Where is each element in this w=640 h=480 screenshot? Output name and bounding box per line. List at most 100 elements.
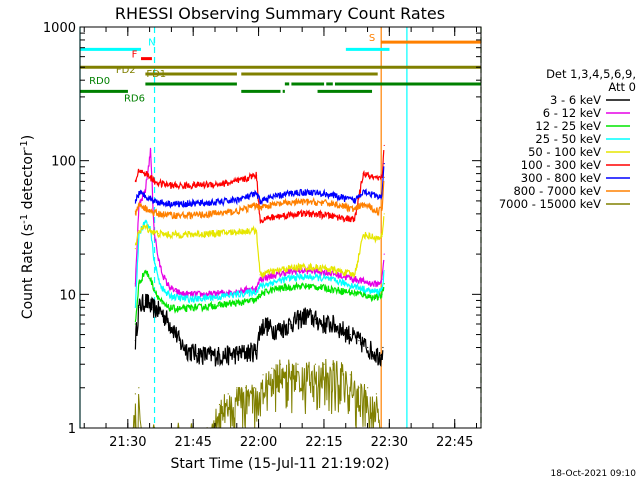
data-point	[319, 267, 321, 269]
data-point	[192, 202, 194, 204]
data-point	[144, 226, 146, 228]
data-point	[381, 288, 383, 290]
data-point	[345, 276, 347, 278]
data-point	[353, 209, 356, 211]
legend-entry-100-300-kev: 100 - 300 keV	[521, 158, 630, 172]
flag-label: RD6	[124, 93, 145, 104]
flag-label: RD0	[89, 76, 110, 87]
data-point	[134, 283, 136, 285]
data-point	[192, 233, 194, 235]
data-point	[201, 184, 203, 186]
data-point	[362, 173, 364, 175]
data-point	[371, 283, 373, 285]
data-point	[138, 205, 140, 207]
data-point	[210, 202, 212, 204]
data-point	[266, 276, 269, 278]
data-point	[245, 208, 247, 210]
data-point	[245, 230, 247, 232]
data-point	[288, 363, 290, 365]
data-point	[275, 216, 277, 218]
data-point	[362, 293, 364, 295]
data-point	[310, 201, 312, 203]
flag-rd0: RD0	[89, 76, 481, 87]
data-point	[134, 200, 136, 202]
data-point	[259, 274, 261, 276]
data-point	[144, 299, 146, 302]
data-point	[264, 323, 266, 325]
data-point	[157, 259, 160, 261]
data-point	[353, 278, 356, 280]
data-point	[284, 287, 286, 289]
data-point	[150, 176, 152, 178]
data-point	[134, 213, 136, 215]
data-point	[266, 272, 269, 274]
data-point	[380, 354, 382, 356]
data-point	[166, 202, 168, 204]
data-point	[255, 288, 258, 290]
data-point	[166, 306, 168, 308]
data-point	[279, 328, 282, 330]
data-point	[259, 200, 261, 202]
data-point	[353, 200, 356, 202]
x-tick-label: 21:30	[109, 435, 146, 450]
data-point	[227, 200, 229, 202]
data-point	[358, 340, 360, 342]
data-point	[271, 367, 273, 369]
data-point	[201, 233, 203, 235]
data-point	[144, 189, 146, 191]
data-point	[383, 213, 385, 215]
series-6-12-kev	[134, 147, 385, 300]
legend-entry-7000-15000-kev: 7000 - 15000 keV	[499, 197, 630, 211]
data-point	[340, 363, 343, 365]
data-point	[381, 207, 383, 209]
data-point	[310, 266, 312, 268]
x-tick-label: 22:45	[436, 435, 473, 450]
legend-entry-25-50-kev: 25 - 50 keV	[535, 132, 630, 146]
data-point	[297, 266, 299, 268]
data-point	[236, 293, 238, 295]
data-point	[266, 198, 269, 200]
data-point	[162, 288, 164, 290]
data-point	[327, 272, 330, 274]
data-point	[255, 349, 258, 352]
data-point	[327, 202, 330, 204]
data-point	[245, 196, 247, 199]
data-point	[157, 213, 160, 215]
data-point	[157, 232, 160, 235]
data-point	[345, 272, 347, 274]
data-point	[144, 194, 146, 196]
data-point	[192, 214, 194, 216]
data-point	[297, 191, 299, 193]
flag-label: S	[369, 33, 375, 44]
data-point	[259, 285, 261, 287]
data-point	[175, 233, 177, 236]
data-point	[381, 236, 383, 238]
data-point	[377, 290, 380, 293]
data-point	[157, 201, 160, 203]
data-point	[150, 149, 152, 151]
data-point	[336, 280, 338, 282]
data-point	[144, 207, 146, 209]
data-point	[245, 301, 247, 303]
data-point	[227, 292, 229, 294]
data-point	[332, 363, 334, 365]
flag-rd6: RD6	[80, 89, 373, 104]
data-point	[223, 354, 225, 356]
data-point	[327, 214, 330, 216]
data-point	[345, 198, 347, 200]
data-point	[138, 283, 140, 285]
data-point	[253, 387, 255, 389]
data-point	[210, 296, 212, 298]
data-point	[175, 290, 177, 293]
data-point	[179, 292, 181, 294]
data-point	[314, 363, 316, 365]
data-point	[367, 346, 369, 349]
data-point	[245, 387, 247, 389]
data-point	[319, 286, 321, 288]
data-point	[236, 199, 238, 201]
data-point	[245, 289, 247, 291]
data-point	[382, 346, 384, 349]
data-point	[227, 294, 229, 297]
data-point	[245, 178, 247, 180]
data-point	[162, 274, 164, 276]
